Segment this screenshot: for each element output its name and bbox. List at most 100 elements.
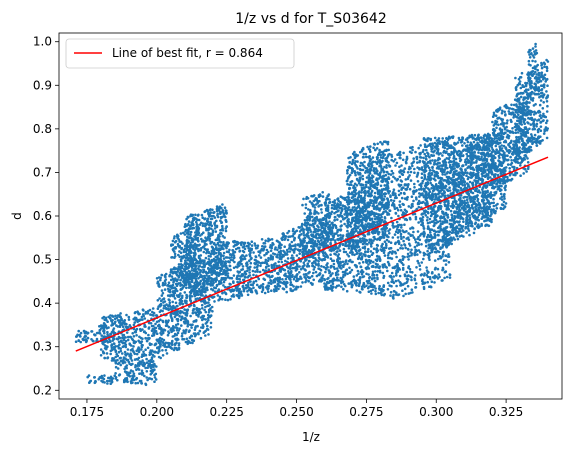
- scatter-point: [185, 312, 189, 315]
- scatter-point: [119, 312, 122, 315]
- scatter-point: [305, 216, 309, 219]
- scatter-point: [170, 330, 174, 333]
- scatter-point: [185, 299, 188, 303]
- scatter-point: [133, 358, 137, 361]
- scatter-point: [285, 248, 289, 252]
- scatter-point: [375, 205, 379, 209]
- scatter-point: [128, 375, 132, 378]
- scatter-point: [118, 321, 122, 325]
- scatter-point: [192, 320, 195, 323]
- scatter-point: [380, 150, 383, 154]
- scatter-point: [100, 337, 103, 341]
- scatter-point: [194, 213, 197, 217]
- scatter-point: [170, 243, 173, 246]
- scatter-point: [375, 243, 379, 247]
- scatter-point: [224, 298, 227, 302]
- scatter-point: [219, 219, 222, 222]
- scatter-point: [270, 244, 274, 248]
- scatter-point: [111, 377, 115, 380]
- scatter-point: [211, 310, 214, 313]
- scatter-point: [146, 346, 150, 350]
- scatter-point: [357, 220, 360, 224]
- scatter-point: [350, 180, 354, 183]
- scatter-point: [441, 266, 445, 270]
- scatter-point: [103, 374, 106, 377]
- scatter-point: [323, 251, 327, 254]
- scatter-point: [232, 274, 236, 277]
- scatter-point: [163, 288, 167, 291]
- scatter-point: [296, 279, 299, 283]
- scatter-point: [144, 337, 148, 340]
- scatter-point: [366, 190, 369, 193]
- scatter-point: [183, 262, 187, 266]
- scatter-point: [261, 268, 265, 272]
- scatter-point: [378, 284, 381, 288]
- scatter-point: [331, 226, 334, 230]
- scatter-point: [169, 307, 172, 311]
- scatter-point: [317, 256, 321, 260]
- scatter-point: [351, 251, 354, 254]
- scatter-point: [289, 281, 293, 284]
- scatter-point: [187, 275, 191, 278]
- scatter-point: [195, 280, 198, 284]
- scatter-point: [133, 330, 137, 334]
- scatter-point: [188, 254, 192, 257]
- scatter-point: [186, 319, 189, 323]
- scatter-point: [223, 206, 227, 209]
- scatter-point: [208, 269, 211, 272]
- scatter-point: [364, 207, 368, 210]
- scatter-point: [161, 281, 165, 285]
- scatter-point: [314, 198, 317, 201]
- scatter-point: [388, 228, 392, 231]
- scatter-point: [383, 192, 387, 195]
- scatter-point: [374, 160, 377, 164]
- scatter-point: [282, 232, 286, 236]
- scatter-point: [217, 251, 220, 254]
- scatter-point: [164, 324, 168, 328]
- scatter-point: [203, 259, 206, 263]
- scatter-point: [105, 347, 108, 350]
- scatter-point: [370, 245, 373, 248]
- scatter-point: [168, 299, 171, 302]
- scatter-point: [195, 319, 198, 322]
- scatter-point: [290, 254, 294, 257]
- scatter-point: [133, 321, 136, 324]
- scatter-point: [164, 321, 168, 324]
- scatter-point: [396, 236, 400, 239]
- scatter-point: [350, 166, 354, 170]
- scatter-point: [225, 264, 228, 268]
- scatter-point: [114, 350, 118, 354]
- scatter-point: [198, 223, 202, 226]
- scatter-point: [314, 212, 317, 215]
- scatter-point: [161, 319, 164, 323]
- scatter-point: [373, 196, 376, 199]
- scatter-point: [99, 348, 103, 351]
- scatter-point: [105, 345, 108, 348]
- scatter-point: [307, 208, 310, 211]
- scatter-point: [224, 256, 228, 259]
- scatter-point: [307, 279, 311, 283]
- scatter-point: [172, 348, 176, 352]
- scatter-point: [215, 246, 218, 249]
- scatter-point: [326, 244, 329, 247]
- scatter-point: [348, 224, 352, 227]
- scatter-point: [219, 229, 222, 232]
- scatter-point: [329, 241, 332, 245]
- scatter-point: [118, 356, 122, 360]
- scatter-point: [358, 276, 362, 279]
- scatter-point: [312, 268, 316, 271]
- scatter-point: [298, 265, 301, 268]
- scatter-point: [197, 227, 200, 230]
- scatter-point: [155, 277, 159, 280]
- scatter-point: [308, 270, 311, 274]
- scatter-point: [264, 239, 268, 242]
- scatter-point: [217, 280, 221, 283]
- scatter-point: [387, 161, 390, 164]
- scatter-point: [205, 274, 208, 277]
- scatter-point: [367, 176, 371, 180]
- scatter-point: [216, 215, 220, 219]
- scatter-point: [409, 179, 413, 182]
- scatter-point: [277, 282, 280, 286]
- scatter-point: [262, 247, 266, 251]
- scatter-point: [413, 278, 417, 282]
